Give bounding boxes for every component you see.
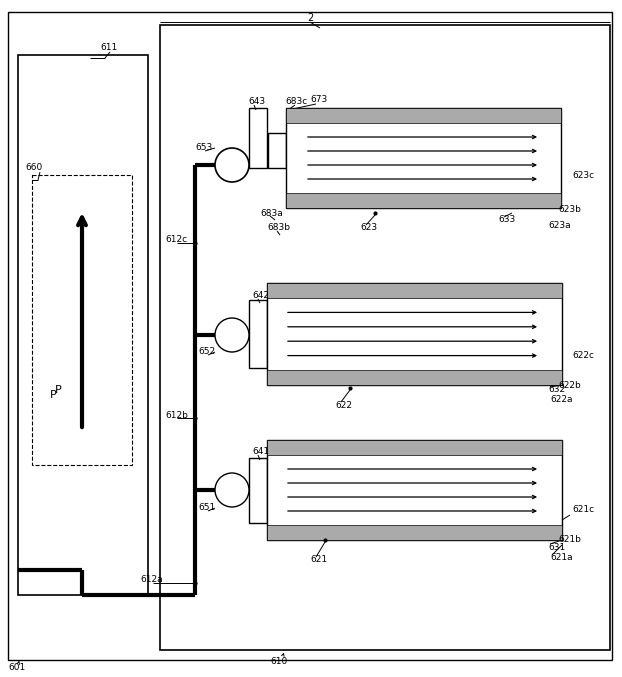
Circle shape <box>215 473 249 507</box>
Circle shape <box>215 148 249 182</box>
Text: 622b: 622b <box>558 380 581 389</box>
Text: 673: 673 <box>310 95 327 104</box>
Text: 622: 622 <box>335 401 352 410</box>
Text: 621c: 621c <box>572 506 594 515</box>
Text: 653: 653 <box>195 144 212 152</box>
Text: 623b: 623b <box>558 206 581 215</box>
Text: 641: 641 <box>252 447 269 456</box>
Text: 631: 631 <box>548 544 565 552</box>
Bar <box>160 25 610 650</box>
Text: 622c: 622c <box>572 351 594 359</box>
Bar <box>267 440 562 540</box>
Bar <box>267 440 562 455</box>
Circle shape <box>215 318 249 352</box>
Bar <box>249 300 267 368</box>
Text: 683c: 683c <box>285 97 307 106</box>
Text: 642: 642 <box>252 292 269 301</box>
Text: 683a: 683a <box>260 209 283 217</box>
Bar <box>32 175 132 465</box>
Bar <box>249 458 267 523</box>
Text: 623c: 623c <box>572 171 594 179</box>
Text: 633: 633 <box>498 215 515 225</box>
Bar <box>268 133 286 168</box>
Text: 632: 632 <box>548 385 565 395</box>
Bar <box>286 108 561 123</box>
Bar <box>18 55 148 595</box>
Bar <box>267 370 562 385</box>
Bar <box>249 108 267 168</box>
Text: 612b: 612b <box>165 410 188 420</box>
Text: 643: 643 <box>248 97 265 106</box>
Text: 610: 610 <box>270 657 287 666</box>
Text: 611: 611 <box>100 43 118 53</box>
Text: 621b: 621b <box>558 536 581 544</box>
Text: 652: 652 <box>198 347 215 357</box>
Text: 623a: 623a <box>548 221 570 230</box>
Text: 623: 623 <box>360 223 377 232</box>
Text: 621a: 621a <box>550 554 573 563</box>
Text: P: P <box>50 390 57 400</box>
Bar <box>286 108 561 208</box>
Text: 2: 2 <box>307 13 313 23</box>
Text: P: P <box>55 385 62 395</box>
Text: 622a: 622a <box>550 395 572 404</box>
Text: 660: 660 <box>25 164 42 173</box>
Text: 612c: 612c <box>165 236 187 244</box>
Bar <box>267 283 562 385</box>
Bar <box>267 525 562 540</box>
Text: 612a: 612a <box>140 575 162 584</box>
Text: 683b: 683b <box>267 223 290 232</box>
Text: 601: 601 <box>8 663 26 672</box>
Text: 621: 621 <box>310 556 327 565</box>
Bar <box>286 193 561 208</box>
Text: 651: 651 <box>198 504 215 512</box>
Bar <box>267 283 562 298</box>
